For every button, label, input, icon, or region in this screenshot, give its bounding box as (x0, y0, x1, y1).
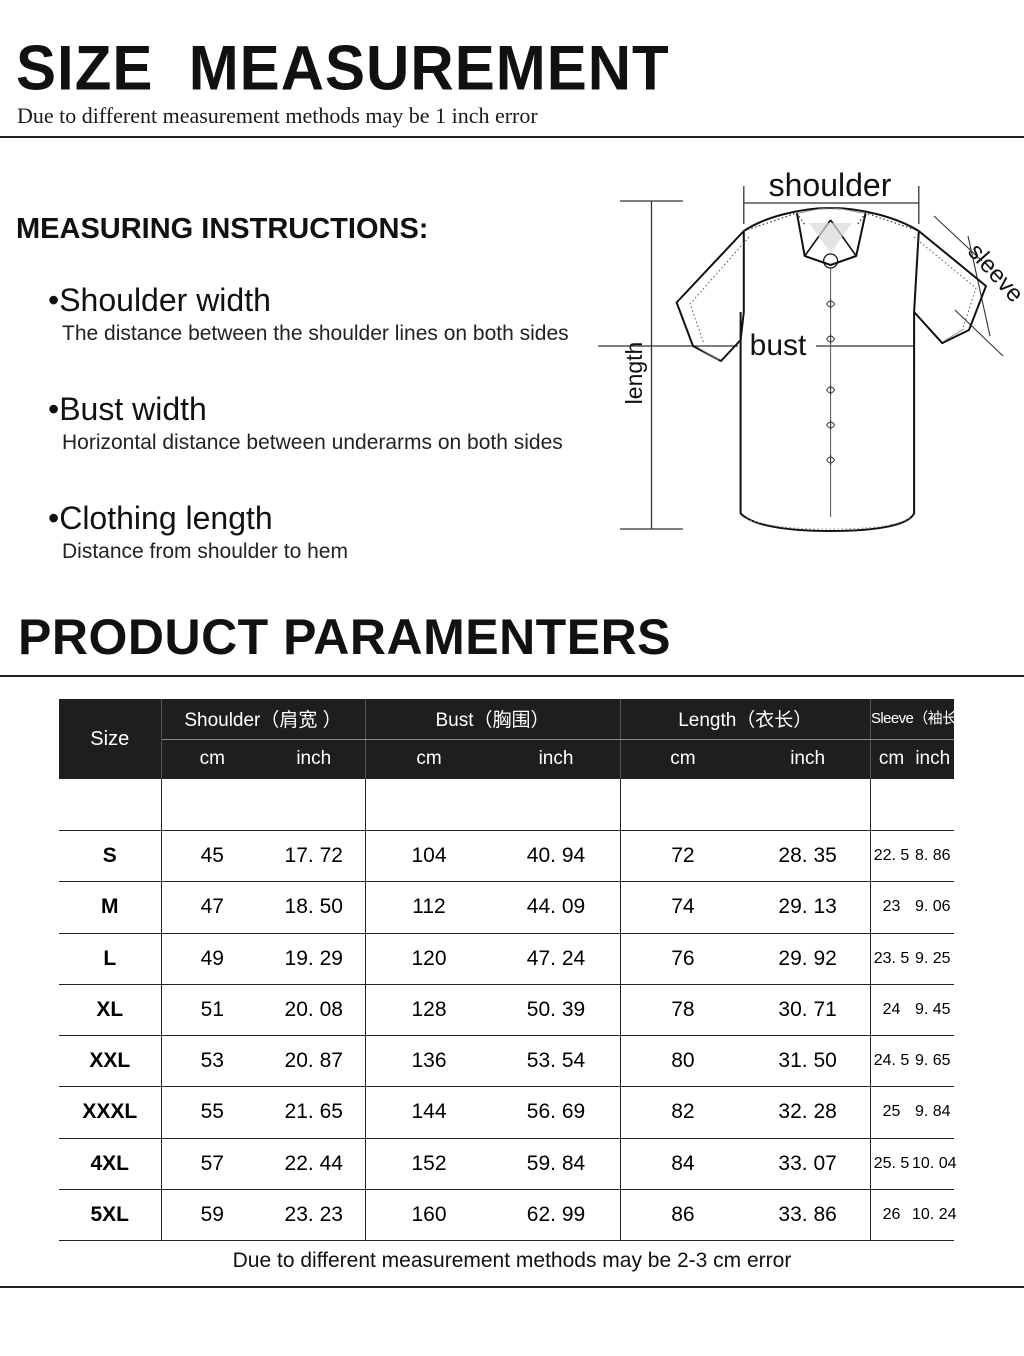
svg-text:shoulder: shoulder (769, 167, 892, 203)
svg-text:length: length (621, 342, 647, 405)
svg-text:bust: bust (750, 329, 807, 362)
